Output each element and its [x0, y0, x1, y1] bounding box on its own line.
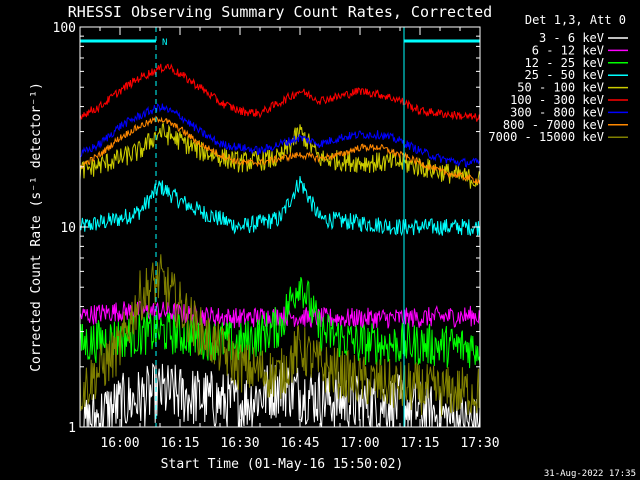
x-tick-label: 16:30: [220, 436, 259, 451]
axis-layer: 16:00 16:15 16:30 16:45 17:00 17:15 17:30 1 10 10…: [53, 21, 500, 451]
series-line-12-25-kev: [79, 277, 481, 369]
legend-label: 50 - 100 keV: [517, 81, 604, 95]
x-tick-label: 16:00: [100, 436, 139, 451]
x-tick-label: 16:45: [280, 436, 319, 451]
y-tick-label: 100: [53, 21, 76, 36]
legend-label: 300 - 800 keV: [510, 105, 604, 119]
y-tick-label: 10: [60, 221, 76, 236]
x-tick-label: 17:30: [460, 436, 499, 451]
legend-label: 7000 - 15000 keV: [488, 130, 604, 144]
series-line-25-50-kev: [79, 175, 481, 237]
y-tick-label: 1: [68, 421, 76, 436]
night-marker-label: N: [162, 38, 167, 48]
series-line-300-800-kev: [79, 103, 481, 168]
legend-label: 25 - 50 keV: [525, 68, 604, 82]
chart-title: RHESSI Observing Summary Count Rates, Co…: [68, 3, 492, 21]
legend-label: 800 - 7000 keV: [503, 118, 604, 132]
x-tick-label: 17:00: [340, 436, 379, 451]
x-tick-label: 17:15: [400, 436, 439, 451]
x-tick-label: 16:15: [160, 436, 199, 451]
y-axis-label: Corrected Count Rate (s⁻¹ detector⁻¹): [29, 82, 44, 372]
series-line-50-100-kev: [79, 121, 481, 189]
series-line-7000-15000-kev: [79, 254, 481, 417]
plot-area: N 16:00 16:15 16:30 16:45 17:00 17:15 17:30 1 10…: [53, 21, 500, 451]
footer-timestamp: 31-Aug-2022 17:35: [544, 469, 636, 479]
legend-label: 6 - 12 keV: [532, 43, 604, 57]
x-axis-label: Start Time (01-May-16 15:50:02): [161, 457, 404, 472]
legend-header: Det 1,3, Att 0: [525, 13, 626, 27]
series-line-800-7000-kev: [79, 115, 481, 185]
series-line-100-300-kev: [79, 63, 481, 122]
series-line-6-12-kev: [79, 300, 481, 329]
series-layer: [79, 63, 481, 428]
legend-label: 12 - 25 keV: [525, 56, 604, 70]
legend-label: 100 - 300 keV: [510, 93, 604, 107]
legend-label: 3 - 6 keV: [539, 31, 604, 45]
